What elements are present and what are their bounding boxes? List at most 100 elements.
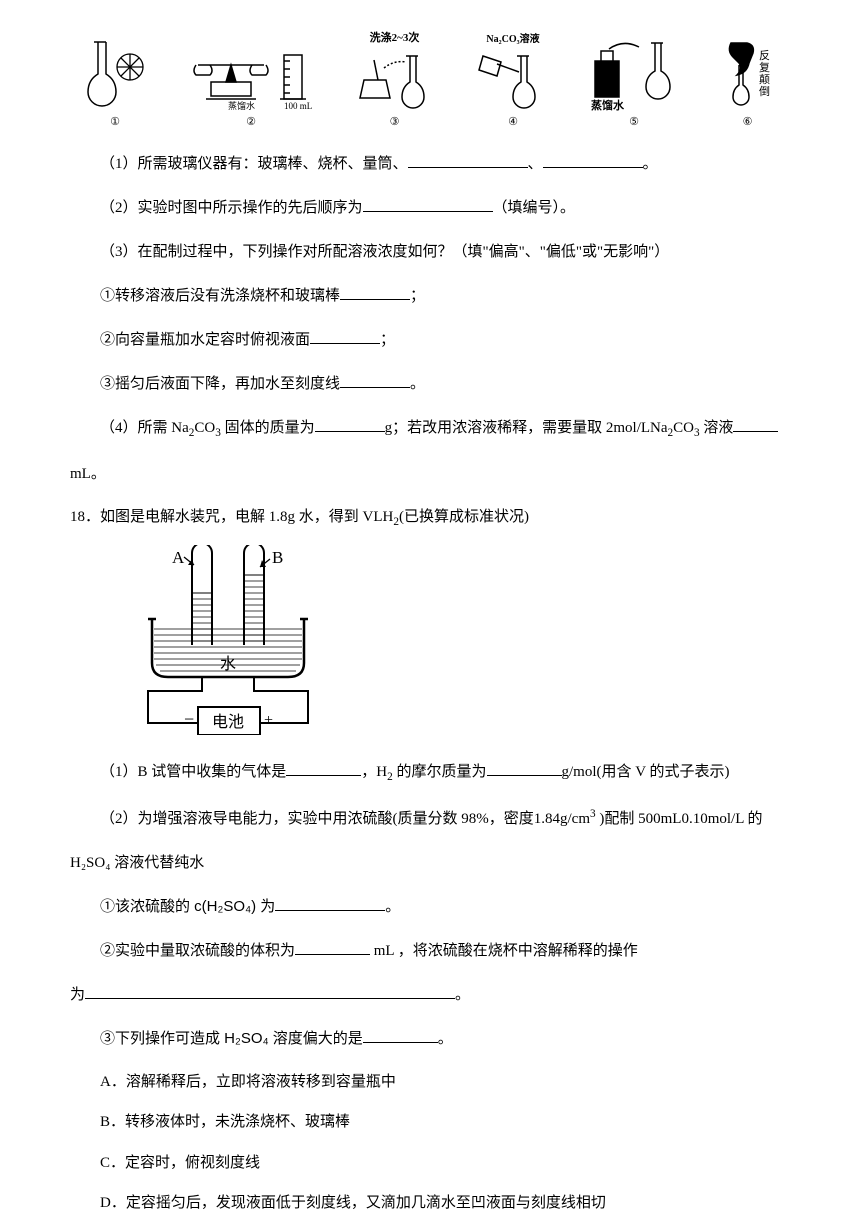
q18-l3: H₂SO₄ 溶液代替纯水 [70, 855, 204, 871]
electrolysis-diagram: A B [130, 545, 790, 743]
apparatus-4: Na₂CO₃溶液 ④ [473, 32, 553, 132]
q18-optC: C．定容时，俯视刻度线 [70, 1149, 790, 1178]
q18-l5-a: ②实验中量取浓硫酸的体积为 [100, 942, 295, 959]
apparatus-1-num: ① [110, 114, 120, 132]
blank [286, 761, 361, 776]
q18-line5: ②实验中量取浓硫酸的体积为 mL ，将浓硫酸在烧杯中溶解稀释的操作 [70, 936, 790, 966]
q17-line3: （3）在配制过程中，下列操作对所配溶液浓度如何？（填"偏高"、"偏低"或"无影响… [70, 237, 790, 267]
q18-optB: B．转移液体时，未洗涤烧杯、玻璃棒 [70, 1108, 790, 1137]
blank [543, 153, 643, 168]
q17-l1-c: 。 [643, 156, 658, 172]
wash-flask-icon [352, 50, 437, 112]
water-bottle-flask-icon: 蒸馏水 [589, 37, 679, 112]
q18-l4-a: ①该浓硫酸的 c(H₂SO₄) 为 [100, 898, 275, 915]
blank [315, 417, 385, 432]
invert-flask-icon: 反 复 颠 倒 [715, 37, 780, 112]
q18-line3: H₂SO₄ 溶液代替纯水 [70, 848, 790, 878]
blank [85, 984, 455, 999]
q18-l1-c: 的摩尔质量为 [393, 764, 487, 780]
q18-l7-b: 。 [438, 1031, 453, 1047]
q17-line7: （4）所需 Na2CO3 固体的质量为g；若改用浓溶液稀释，需要量取 2mol/… [70, 413, 790, 445]
svg-text:水: 水 [220, 655, 236, 673]
svg-text:倒: 倒 [759, 85, 770, 98]
blank [295, 940, 370, 955]
q17-line1: （1）所需玻璃仪器有：玻璃棒、烧杯、量筒、、。 [70, 149, 790, 179]
q17-l2-b: （填编号）。 [493, 200, 576, 216]
q17-l7-e: CO [673, 420, 694, 436]
apparatus-4-num: ④ [508, 114, 518, 132]
q17-line2: （2）实验时图中所示操作的先后顺序为 （填编号）。 [70, 193, 790, 223]
svg-text:蒸馏水: 蒸馏水 [591, 98, 625, 112]
volumetric-flask-icon [80, 37, 150, 112]
q18-title: 18．如图是电解水装咒，电解 1.8g 水，得到 VLH2(已换算成标准状况) [70, 503, 790, 533]
q17-l6-b: 。 [410, 376, 425, 392]
svg-text:B: B [272, 548, 283, 567]
q17-l7-a: （4）所需 Na [100, 420, 189, 436]
apparatus-5-num: ⑤ [629, 114, 639, 132]
svg-text:颠: 颠 [759, 72, 770, 86]
svg-text:复: 复 [759, 60, 770, 74]
blank [408, 153, 528, 168]
q17-l7-g: mL。 [70, 466, 106, 482]
q17-l7-d: g；若改用浓溶液稀释，需要量取 2mol/LNa [385, 420, 668, 436]
q18-line1: （1）B 试管中收集的气体是，H2 的摩尔质量为g/mol(用含 V 的式子表示… [70, 757, 790, 789]
q17-line4: ①转移溶液后没有洗涤烧杯和玻璃棒 ； [70, 281, 790, 311]
svg-text:+: + [264, 712, 273, 729]
apparatus-3: 洗涤2~3次 ③ [352, 30, 437, 131]
q17-l2-a: （2）实验时图中所示操作的先后顺序为 [100, 200, 363, 216]
q18-title-b: (已换算成标准状况) [399, 509, 529, 525]
q18-line7: ③下列操作可造成 H₂SO₄ 溶度偏大的是 。 [70, 1024, 790, 1054]
blank [363, 197, 493, 212]
blank [310, 329, 380, 344]
svg-text:−: − [184, 709, 194, 729]
q18-l6-b: 。 [455, 987, 470, 1003]
blank [340, 285, 410, 300]
q18-optD: D．定容摇匀后，发现液面低于刻度线，又滴加几滴水至凹液面与刻度线相切 [70, 1189, 790, 1218]
q17-l5-b: ； [380, 332, 395, 348]
svg-text:A: A [172, 548, 185, 567]
q18-l4-b: 。 [385, 899, 400, 915]
q18-l2-b: )配制 500mL0.10mol/L 的 [596, 811, 763, 827]
q18-line2: （2）为增强溶液导电能力，实验中用浓硫酸(质量分数 98%，密度1.84g/cm… [70, 803, 790, 834]
blank [363, 1028, 438, 1043]
q18-title-a: 18．如图是电解水装咒，电解 1.8g 水，得到 VLH [70, 509, 393, 525]
apparatus-5: 蒸馏水 ⑤ [589, 37, 679, 132]
svg-text:蒸馏水: 蒸馏水 [228, 100, 255, 111]
apparatus-2-num: ② [246, 114, 256, 132]
q17-l4-a: ①转移溶液后没有洗涤烧杯和玻璃棒 [100, 287, 340, 304]
apparatus-row: ① 蒸馏水 100 mL ② 洗涤2~3次 [70, 30, 790, 131]
apparatus-3-num: ③ [390, 114, 400, 132]
q18-l1-d: g/mol(用含 V 的式子表示) [562, 764, 730, 780]
q18-l5-b: mL ，将浓硫酸在烧杯中溶解稀释的操作 [370, 943, 638, 959]
q18-l7-a: ③下列操作可造成 H₂SO₄ 溶度偏大的是 [100, 1030, 363, 1047]
balance-icon: 蒸馏水 100 mL [186, 37, 316, 112]
q18-optA: A．溶解稀释后，立即将溶液转移到容量瓶中 [70, 1068, 790, 1097]
q17-l7-b: CO [194, 420, 215, 436]
blank [487, 761, 562, 776]
q17-line5: ②向容量瓶加水定容时俯视液面； [70, 325, 790, 355]
q17-l7-f: 溶液 [700, 420, 734, 436]
q17-l1-b: 、 [528, 156, 543, 172]
blank [275, 896, 385, 911]
pour-flask-icon [473, 50, 553, 112]
q17-l6-a: ③摇匀后液面下降，再加水至刻度线 [100, 375, 340, 392]
q18-l1-b: ，H [361, 764, 387, 780]
q17-l4-b: ； [410, 288, 425, 304]
q17-line6: ③摇匀后液面下降，再加水至刻度线 。 [70, 369, 790, 399]
apparatus-2: 蒸馏水 100 mL ② [186, 37, 316, 132]
apparatus-1: ① [80, 37, 150, 132]
blank [340, 373, 410, 388]
apparatus-3-caption: 洗涤2~3次 [370, 30, 420, 48]
q18-l2-a: （2）为增强溶液导电能力，实验中用浓硫酸(质量分数 98%，密度1.84g/cm [100, 811, 590, 827]
q17-line7b: mL。 [70, 459, 790, 489]
apparatus-6: 反 复 颠 倒 ⑥ [715, 37, 780, 132]
q18-line6: 为。 [70, 980, 790, 1010]
svg-text:反: 反 [759, 49, 770, 62]
electrolysis-icon: A B [130, 545, 340, 735]
blank [733, 417, 778, 432]
q18-l6-a: 为 [70, 987, 85, 1003]
q18-line4: ①该浓硫酸的 c(H₂SO₄) 为 。 [70, 892, 790, 922]
q18-l1-a: （1）B 试管中收集的气体是 [100, 764, 286, 780]
svg-text:100 mL: 100 mL [284, 101, 312, 111]
svg-text:电池: 电池 [212, 713, 244, 731]
